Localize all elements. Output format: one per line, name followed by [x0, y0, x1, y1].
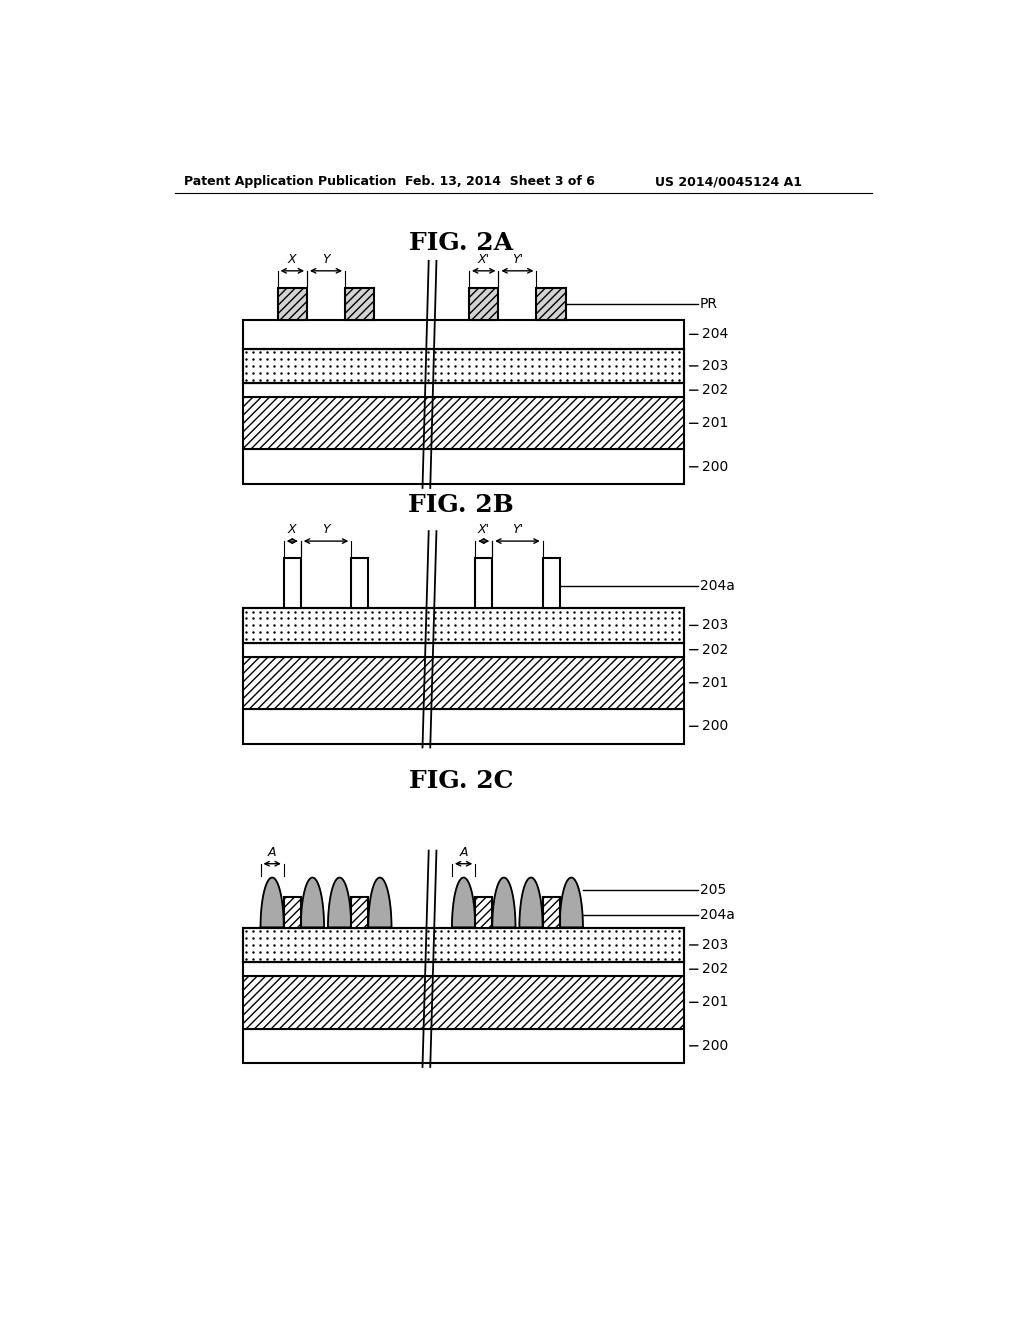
Text: FIG. 2B: FIG. 2B: [409, 492, 514, 517]
Polygon shape: [369, 878, 391, 928]
Bar: [243, 609, 684, 643]
Text: Feb. 13, 2014  Sheet 3 of 6: Feb. 13, 2014 Sheet 3 of 6: [406, 176, 595, 187]
Text: 201: 201: [702, 676, 729, 690]
Bar: [243, 928, 684, 962]
Text: X': X': [478, 253, 489, 267]
Text: 204a: 204a: [700, 578, 735, 593]
Text: Patent Application Publication: Patent Application Publication: [183, 176, 396, 187]
Text: 202: 202: [702, 962, 728, 977]
Text: Y': Y': [512, 253, 523, 267]
Text: 201: 201: [702, 416, 729, 430]
Text: 200: 200: [702, 1039, 728, 1053]
Bar: [243, 321, 684, 348]
Text: FIG. 2A: FIG. 2A: [410, 231, 513, 255]
Bar: [345, 288, 375, 321]
Text: X: X: [288, 524, 297, 536]
Polygon shape: [452, 878, 475, 928]
Text: PR: PR: [700, 297, 718, 312]
Text: 203: 203: [702, 359, 728, 374]
Bar: [243, 643, 684, 656]
Bar: [543, 558, 560, 609]
Text: A: A: [460, 846, 468, 859]
Polygon shape: [260, 878, 284, 928]
Text: 203: 203: [702, 618, 728, 632]
Bar: [243, 397, 684, 449]
Text: 203: 203: [702, 939, 728, 952]
Bar: [284, 896, 301, 928]
Text: 201: 201: [702, 995, 729, 1010]
Bar: [284, 558, 301, 609]
Bar: [543, 896, 560, 928]
Text: FIG. 2C: FIG. 2C: [409, 768, 513, 792]
Bar: [537, 288, 566, 321]
Text: 205: 205: [700, 883, 726, 898]
Text: US 2014/0045124 A1: US 2014/0045124 A1: [655, 176, 802, 187]
Polygon shape: [519, 878, 543, 928]
Bar: [243, 928, 684, 962]
Bar: [243, 383, 684, 397]
Bar: [243, 450, 684, 484]
Polygon shape: [328, 878, 351, 928]
Polygon shape: [560, 878, 583, 928]
Text: X: X: [288, 253, 297, 267]
Text: 204a: 204a: [700, 908, 735, 923]
Text: 200: 200: [702, 719, 728, 734]
Bar: [243, 962, 684, 977]
Bar: [475, 558, 493, 609]
Bar: [243, 977, 684, 1028]
Polygon shape: [493, 878, 515, 928]
Text: A: A: [268, 846, 276, 859]
Text: Y: Y: [323, 253, 330, 267]
Bar: [243, 656, 684, 709]
Polygon shape: [301, 878, 324, 928]
Text: 200: 200: [702, 459, 728, 474]
Text: 202: 202: [702, 383, 728, 397]
Bar: [243, 348, 684, 383]
Text: X': X': [478, 524, 489, 536]
Bar: [243, 609, 684, 643]
Bar: [243, 348, 684, 383]
Text: 202: 202: [702, 643, 728, 656]
Bar: [278, 288, 307, 321]
Text: 204: 204: [702, 327, 728, 342]
Bar: [351, 558, 369, 609]
Bar: [243, 709, 684, 743]
Bar: [351, 896, 369, 928]
Bar: [475, 896, 493, 928]
Text: Y': Y': [512, 524, 523, 536]
Bar: [243, 1028, 684, 1063]
Text: Y: Y: [323, 524, 330, 536]
Bar: [469, 288, 499, 321]
